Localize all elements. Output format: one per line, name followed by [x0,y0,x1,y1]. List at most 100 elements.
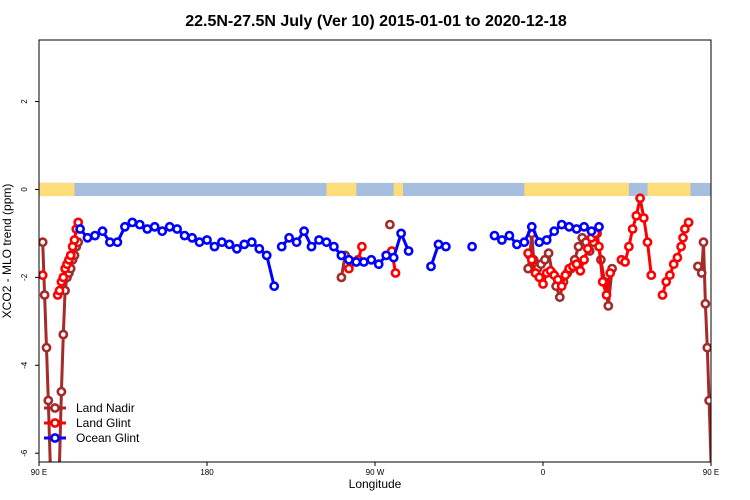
data-point [134,219,145,230]
data-point [579,221,589,232]
data-point [426,261,436,272]
x-tick-label: 180 [200,468,214,477]
legend-marker [50,418,60,428]
y-axis-label: XCO2 - MLO trend (ppm) [0,184,14,319]
legend-label: Land Nadir [76,401,135,415]
data-point [624,241,634,252]
data-point [638,213,649,223]
data-point [358,257,369,267]
x-tick-label: 90 W [366,468,385,477]
data-point [489,230,500,241]
x-tick-label: 90 E [703,468,719,477]
data-point [586,226,597,237]
data-point [698,237,709,248]
data-point [657,290,668,300]
data-point [291,237,302,248]
data-point [269,281,280,292]
data-point [730,252,737,259]
data-point [216,237,227,248]
data-point [390,268,401,278]
data-point [172,224,182,234]
data-point [56,386,67,397]
data-point [231,243,242,254]
data-point [549,226,560,237]
data-point [538,279,548,289]
data-point [351,257,362,267]
data-point [41,342,52,353]
data-point [194,237,205,248]
data-point [526,221,537,232]
data-point [65,250,76,261]
data-point [620,257,630,267]
y-tick-label: -4 [20,361,29,369]
data-point [179,230,190,241]
data-point [601,290,612,300]
data-point [239,239,250,250]
data-point [504,230,515,241]
data-point [721,318,728,325]
data-point [336,250,347,261]
series-line [720,242,737,462]
data-point [541,235,552,245]
data-point [336,272,347,283]
data-point [556,281,567,292]
x-axis-label: Longitude [349,477,402,491]
data-point [373,259,384,270]
data-point [39,237,48,248]
land-segment [393,182,403,197]
x-tick-label: 0 [541,468,546,477]
data-point [261,250,272,261]
x-tick-label: 90 E [31,468,47,477]
data-point [704,395,711,406]
data-point [127,217,138,228]
data-point [284,232,294,243]
data-point [299,226,309,237]
data-point [54,285,65,296]
data-point [579,254,589,265]
data-point [58,329,69,340]
data-point [246,237,257,248]
data-point [683,217,694,228]
data-point [732,247,739,254]
data-point [381,250,392,261]
data-point [631,210,642,221]
data-point [58,272,69,283]
data-point [328,241,339,252]
data-point [635,193,645,204]
data-point [356,241,367,252]
data-point [306,241,317,252]
data-point [43,395,54,406]
data-point [627,224,638,234]
data-point [564,221,574,232]
land-segment [647,182,691,197]
data-point [209,241,220,252]
data-point [575,265,586,276]
y-tick-label: 2 [20,99,29,104]
data-point [496,235,507,245]
data-point [573,241,584,252]
data-point [276,241,287,252]
data-point [157,226,168,237]
data-point [594,221,604,232]
data-point [724,269,731,276]
data-point [39,290,50,300]
series-ocean-glint [75,217,604,292]
data-point [719,371,726,378]
data-point [202,235,212,245]
data-point [696,268,707,278]
legend-label: Ocean Glint [76,431,140,445]
data-point [597,276,608,287]
data-point [728,256,735,263]
data-point [676,241,686,252]
data-point [112,237,123,248]
data-point [700,298,711,309]
data-point [526,254,537,265]
data-point [582,243,593,254]
data-point [467,241,477,252]
data-point [120,221,130,232]
data-point [388,252,399,263]
legend-marker [50,403,60,413]
data-point [254,243,265,254]
